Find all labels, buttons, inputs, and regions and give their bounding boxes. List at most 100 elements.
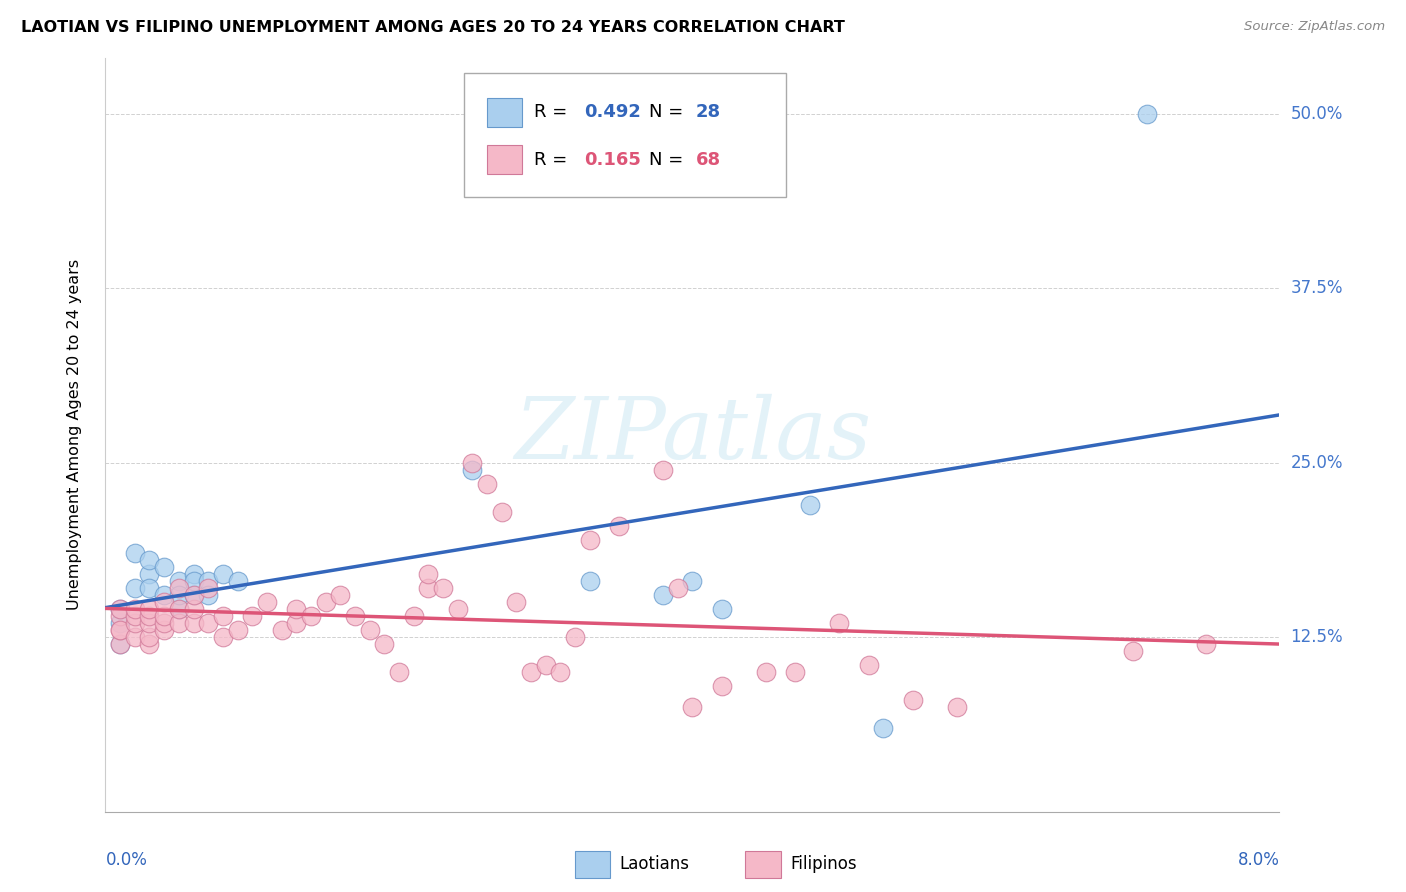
Text: LAOTIAN VS FILIPINO UNEMPLOYMENT AMONG AGES 20 TO 24 YEARS CORRELATION CHART: LAOTIAN VS FILIPINO UNEMPLOYMENT AMONG A… [21,20,845,35]
Point [461,456,484,470]
Point [343,609,366,624]
Point [197,616,219,631]
Point [153,624,176,638]
FancyBboxPatch shape [745,851,780,878]
Point [167,602,190,616]
Point [138,609,160,624]
Point [153,616,176,631]
Point [1136,107,1159,121]
Point [1195,637,1218,651]
Point [329,588,352,602]
Point [315,595,337,609]
Point [682,700,704,714]
Point [828,616,851,631]
Text: 0.492: 0.492 [585,103,641,121]
Point [183,602,205,616]
Point [153,560,176,574]
Point [138,553,160,567]
Point [138,567,160,582]
Point [682,574,704,589]
Point [901,693,924,707]
FancyBboxPatch shape [486,145,522,174]
Point [270,624,292,638]
Point [418,567,440,582]
Point [167,616,190,631]
Text: 8.0%: 8.0% [1237,851,1279,869]
Text: 68: 68 [696,151,721,169]
Point [872,721,894,735]
Text: R =: R = [534,151,574,169]
Point [652,588,675,602]
Text: Filipinos: Filipinos [790,855,856,873]
Text: Laotians: Laotians [620,855,690,873]
FancyBboxPatch shape [575,851,610,878]
Point [666,582,689,596]
Point [108,609,131,624]
Point [108,624,131,638]
Point [108,637,131,651]
Point [418,582,440,596]
Point [124,582,146,596]
Point [108,624,131,638]
Point [491,505,513,519]
Point [858,658,880,673]
Point [359,624,381,638]
Point [256,595,278,609]
Point [755,665,778,680]
Point [945,700,967,714]
Point [108,602,131,616]
Text: 28: 28 [696,103,721,121]
Point [124,602,146,616]
Point [167,588,190,602]
Point [124,630,146,644]
Point [211,609,233,624]
Point [183,616,205,631]
Point [432,582,454,596]
Point [138,616,160,631]
Text: ZIPatlas: ZIPatlas [513,393,872,476]
Point [153,595,176,609]
Y-axis label: Unemployment Among Ages 20 to 24 years: Unemployment Among Ages 20 to 24 years [67,260,82,610]
Text: N =: N = [650,151,689,169]
Point [299,609,322,624]
Text: 50.0%: 50.0% [1291,105,1343,123]
Point [285,616,308,631]
Point [108,602,131,616]
Point [461,463,484,477]
Point [183,567,205,582]
Text: R =: R = [534,103,574,121]
Point [138,630,160,644]
Point [167,574,190,589]
Point [167,602,190,616]
Text: 25.0%: 25.0% [1291,454,1343,472]
Point [108,616,131,631]
Point [710,679,733,693]
Point [124,609,146,624]
Point [578,533,600,547]
Point [226,624,249,638]
Point [402,609,425,624]
Point [578,574,600,589]
Point [211,630,233,644]
Text: 37.5%: 37.5% [1291,279,1343,297]
FancyBboxPatch shape [464,73,786,197]
Point [108,637,131,651]
Point [710,602,733,616]
Point [285,602,308,616]
Point [799,498,821,512]
Point [475,476,498,491]
Text: Source: ZipAtlas.com: Source: ZipAtlas.com [1244,20,1385,33]
Point [183,588,205,602]
Point [652,463,675,477]
Point [550,665,572,680]
Point [138,637,160,651]
Point [124,616,146,631]
Point [534,658,557,673]
Text: 12.5%: 12.5% [1291,628,1343,646]
Point [138,602,160,616]
Point [167,582,190,596]
Point [197,582,219,596]
Point [447,602,470,616]
Point [183,588,205,602]
Point [211,567,233,582]
